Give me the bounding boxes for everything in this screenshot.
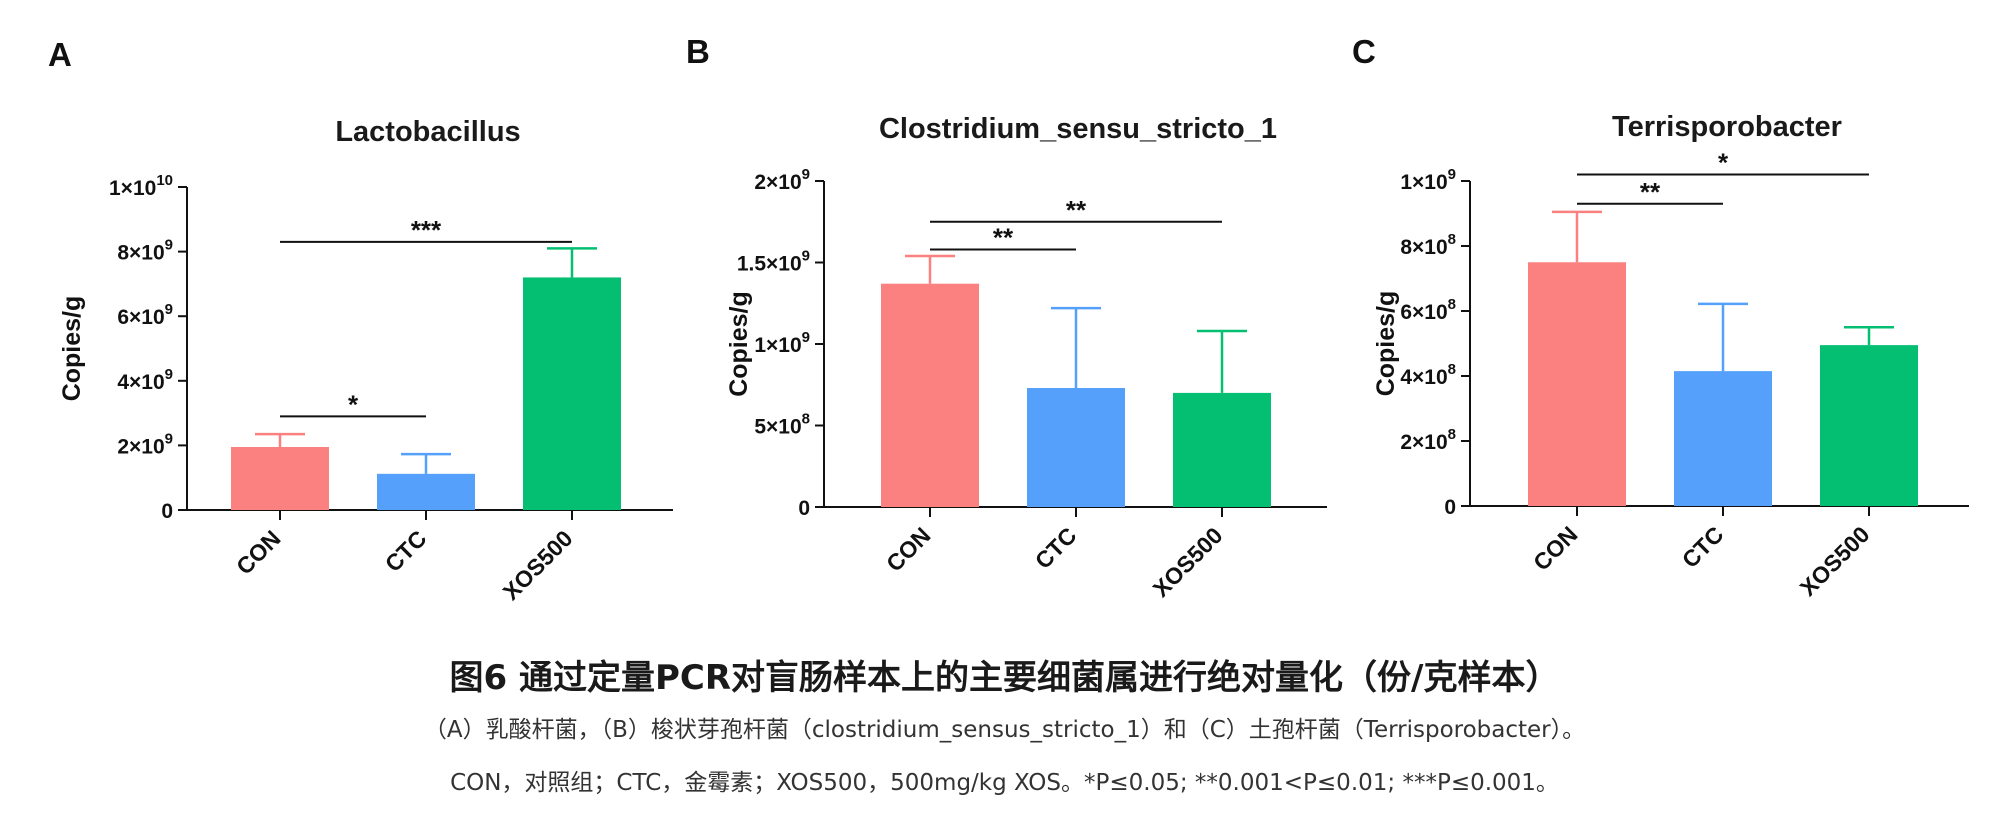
panel-b-title: Clostridium_sensu_stricto_1 bbox=[879, 113, 1277, 145]
figure-charts: A Lactobacillus Copies/g 0 2×109 4×109 6×109 8×… bbox=[48, 33, 1969, 605]
panel-c-ytick-label: 6×108 bbox=[1400, 296, 1456, 324]
panel-a-letter: A bbox=[48, 36, 72, 73]
figure-caption-panels: （A）乳酸杆菌，（B）梭状芽孢杆菌（clostridium_sensus_str… bbox=[423, 717, 1586, 743]
panel-c-xtick-label: XOS500 bbox=[1795, 521, 1875, 601]
panel-c-title: Terrisporobacter bbox=[1612, 111, 1842, 143]
panel-c-letter: C bbox=[1352, 33, 1376, 70]
panel-a-bar-xos500 bbox=[523, 277, 621, 510]
panel-c-bar-xos500 bbox=[1820, 345, 1918, 506]
panel-b-ytick-label: 1×109 bbox=[754, 329, 810, 357]
panel-c-bar-ctc bbox=[1674, 371, 1772, 506]
panel-a-bar-con bbox=[231, 447, 329, 510]
panel-c-ytick-label: 8×108 bbox=[1400, 231, 1456, 259]
panel-b-xtick-label: XOS500 bbox=[1148, 522, 1228, 602]
figure-caption-abbreviations: CON，对照组；CTC，金霉素；XOS500，500mg/kg XOS。*P≤0… bbox=[450, 770, 1559, 796]
panel-a-title: Lactobacillus bbox=[335, 116, 520, 148]
panel-b-ytick-label: 1.5×109 bbox=[737, 248, 810, 276]
panel-c-ylabel: Copies/g bbox=[1372, 291, 1400, 397]
panel-b-bar-xos500 bbox=[1173, 392, 1271, 507]
panel-c-xtick-label: CTC bbox=[1677, 521, 1729, 573]
panel-b-letter: B bbox=[686, 33, 710, 70]
panel-a-significance-label: *** bbox=[411, 215, 442, 245]
figure-caption-title: 图6 通过定量PCR对盲肠样本上的主要细菌属进行绝对量化（份/克样本） bbox=[449, 658, 1560, 698]
panel-c-ytick-label: 2×108 bbox=[1400, 426, 1456, 454]
panel-c-significance-label: ** bbox=[1640, 177, 1661, 207]
panel-b-ytick-label: 2×109 bbox=[754, 166, 810, 194]
panel-a-xtick-label: CON bbox=[231, 525, 286, 580]
panel-a-xtick-label: CTC bbox=[380, 525, 432, 577]
panel-b-significance-label: ** bbox=[1066, 195, 1087, 225]
panel-c-ytick-label: 0 bbox=[1444, 496, 1456, 519]
panel-a-ylabel: Copies/g bbox=[58, 296, 86, 402]
panel-b-xtick-label: CON bbox=[881, 522, 936, 577]
panel-b-ylabel: Copies/g bbox=[725, 291, 753, 397]
panel-b-ytick-label: 5×108 bbox=[754, 411, 810, 439]
panel-b-xtick-label: CTC bbox=[1030, 522, 1082, 574]
panel-b-bar-ctc bbox=[1027, 388, 1125, 507]
panel-a-bar-ctc bbox=[377, 473, 475, 510]
panel-a-ytick-label: 8×109 bbox=[117, 237, 173, 265]
panel-c-ytick-label: 4×108 bbox=[1400, 361, 1456, 389]
panel-a-xtick-label: XOS500 bbox=[498, 525, 578, 605]
panel-c-ytick-label: 1×109 bbox=[1400, 166, 1456, 194]
panel-b-bar-con bbox=[881, 283, 979, 507]
panel-a-ytick-label: 2×109 bbox=[117, 430, 173, 458]
panel-a-ytick-label: 4×109 bbox=[117, 366, 173, 394]
panel-a-ytick-label: 6×109 bbox=[117, 301, 173, 329]
panel-a-significance-label: * bbox=[348, 389, 359, 419]
panel-c-bar-con bbox=[1528, 262, 1626, 506]
panel-b-ytick-label: 0 bbox=[798, 497, 810, 520]
panel-b-significance-label: ** bbox=[993, 222, 1014, 252]
panel-c-xtick-label: CON bbox=[1528, 521, 1583, 576]
panel-c-significance-label: * bbox=[1718, 148, 1729, 178]
panel-a-ytick-label: 1×1010 bbox=[109, 172, 173, 200]
panel-a-ytick-label: 0 bbox=[161, 500, 173, 523]
